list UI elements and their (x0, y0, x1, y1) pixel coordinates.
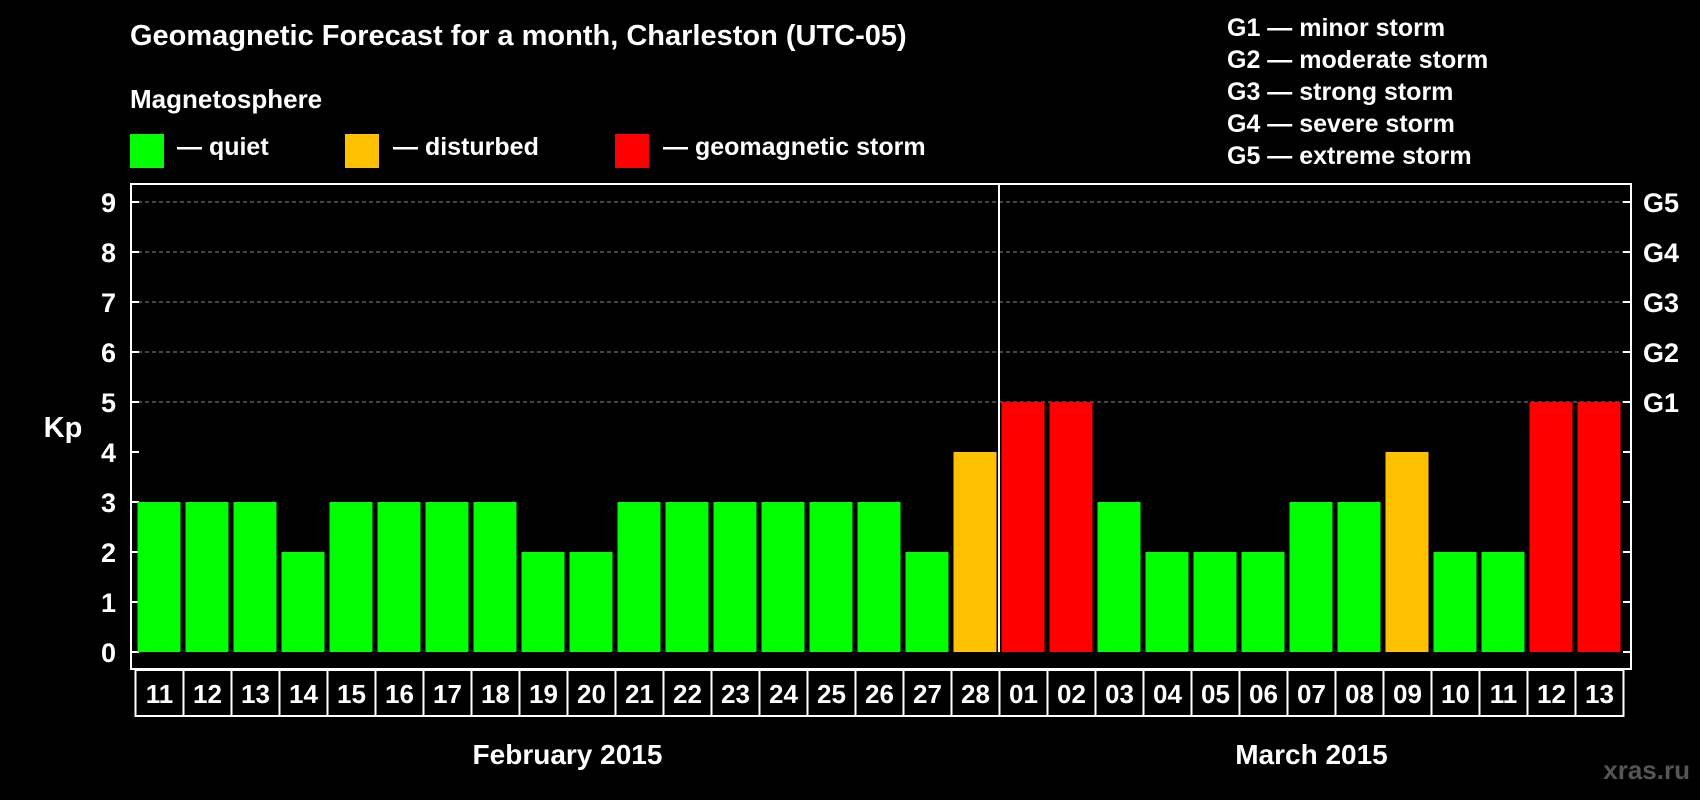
month-label-1: March 2015 (1235, 739, 1388, 770)
bar-25 (809, 502, 853, 652)
day-label: 11 (1490, 679, 1518, 709)
bar-21 (617, 502, 661, 652)
bar-17 (425, 502, 469, 652)
day-label: 26 (865, 679, 894, 709)
bar-04 (1145, 552, 1189, 652)
day-label: 19 (529, 679, 558, 709)
bar-18 (473, 502, 517, 652)
month-label-0: February 2015 (473, 739, 663, 770)
day-label: 01 (1009, 679, 1038, 709)
day-label: 14 (289, 679, 318, 709)
day-label: 10 (1441, 679, 1470, 709)
bar-15 (329, 502, 373, 652)
day-label: 13 (1585, 679, 1614, 709)
legend-swatch-storm (615, 134, 649, 168)
legend-label-storm: — geomagnetic storm (663, 133, 926, 161)
y-tick-label: 9 (101, 188, 116, 218)
y-tick-label: 6 (101, 338, 116, 368)
y-tick-label: 8 (101, 238, 116, 268)
bar-23 (713, 502, 757, 652)
bar-13 (1577, 402, 1621, 652)
storm-scale-g5: G5 — extreme storm (1227, 142, 1472, 170)
day-label: 09 (1393, 679, 1422, 709)
bar-16 (377, 502, 421, 652)
day-label: 11 (146, 679, 174, 709)
bar-09 (1385, 452, 1429, 652)
day-label: 06 (1249, 679, 1278, 709)
bar-10 (1433, 552, 1477, 652)
legend-title: Magnetosphere (130, 84, 323, 114)
bar-14 (281, 552, 325, 652)
y-tick-label: 7 (101, 288, 116, 318)
bar-01 (1001, 402, 1045, 652)
right-tick-label-g4: G4 (1643, 238, 1679, 268)
day-label: 12 (193, 679, 222, 709)
day-label: 24 (769, 679, 798, 709)
day-label: 28 (961, 679, 990, 709)
day-label: 12 (1537, 679, 1566, 709)
day-label-strip (134, 669, 1625, 717)
day-label: 08 (1345, 679, 1374, 709)
y-tick-label: 3 (101, 488, 116, 518)
legend-swatch-quiet (130, 134, 164, 168)
bar-19 (521, 552, 565, 652)
bar-11 (1481, 552, 1525, 652)
storm-scale-g2: G2 — moderate storm (1227, 46, 1489, 74)
bar-27 (905, 552, 949, 652)
legend-label-disturbed: — disturbed (393, 133, 539, 161)
day-label: 07 (1297, 679, 1326, 709)
bar-11 (137, 502, 181, 652)
day-label: 23 (721, 679, 750, 709)
storm-scale-g1: G1 — minor storm (1227, 14, 1446, 42)
right-tick-label-g3: G3 (1643, 288, 1679, 318)
day-label: 17 (433, 679, 462, 709)
bar-24 (761, 502, 805, 652)
bar-20 (569, 552, 613, 652)
y-tick-label: 1 (101, 588, 116, 618)
day-label: 02 (1057, 679, 1086, 709)
bar-05 (1193, 552, 1237, 652)
bar-26 (857, 502, 901, 652)
day-label: 15 (337, 679, 366, 709)
day-label: 18 (481, 679, 510, 709)
day-label: 13 (241, 679, 270, 709)
right-tick-label-g5: G5 (1643, 188, 1679, 218)
bar-03 (1097, 502, 1141, 652)
y-tick-label: 2 (101, 538, 116, 568)
y-tick-label: 5 (101, 388, 116, 418)
legend-label-quiet: — quiet (177, 133, 269, 161)
bar-06 (1241, 552, 1285, 652)
bar-08 (1337, 502, 1381, 652)
day-label: 03 (1105, 679, 1134, 709)
day-label: 04 (1153, 679, 1182, 709)
day-label: 05 (1201, 679, 1230, 709)
bar-28 (953, 452, 997, 652)
y-tick-label: 4 (101, 438, 116, 468)
right-tick-label-g2: G2 (1643, 338, 1679, 368)
chart-title: Geomagnetic Forecast for a month, Charle… (130, 20, 907, 52)
y-tick-label: 0 (101, 638, 116, 668)
storm-scale-g3: G3 — strong storm (1227, 78, 1454, 106)
storm-scale-g4: G4 — severe storm (1227, 110, 1455, 138)
day-label: 16 (385, 679, 414, 709)
day-label: 21 (625, 679, 654, 709)
day-label: 22 (673, 679, 702, 709)
watermark: xras.ru (1603, 755, 1690, 785)
bar-22 (665, 502, 709, 652)
bar-07 (1289, 502, 1333, 652)
bar-02 (1049, 402, 1093, 652)
day-label: 25 (817, 679, 846, 709)
day-label: 20 (577, 679, 606, 709)
bar-12 (185, 502, 229, 652)
bar-12 (1529, 402, 1573, 652)
legend-swatch-disturbed (345, 134, 379, 168)
right-tick-label-g1: G1 (1643, 388, 1679, 418)
bar-13 (233, 502, 277, 652)
day-label: 27 (913, 679, 942, 709)
y-axis-label: Kp (44, 412, 83, 444)
